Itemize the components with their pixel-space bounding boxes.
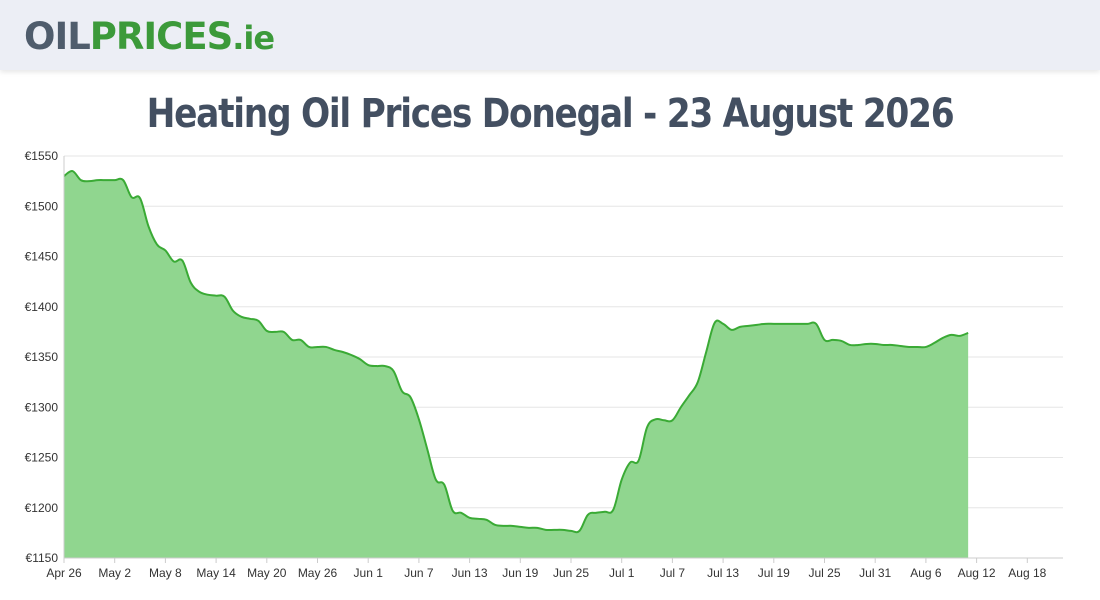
- y-tick-label: €1250: [25, 451, 59, 465]
- x-tick-label: May 14: [196, 566, 236, 580]
- price-line: [63, 170, 969, 534]
- price-area: [64, 170, 969, 558]
- site-logo[interactable]: OILPRICES.ie: [24, 15, 275, 60]
- x-tick-label: May 2: [98, 566, 131, 580]
- x-tick-label: Jul 25: [808, 566, 840, 580]
- x-tick-label: Jul 13: [707, 566, 739, 580]
- x-tick-label: Jun 1: [354, 566, 384, 580]
- logo-ie-text: .ie: [232, 19, 275, 57]
- y-tick-label: €1500: [25, 199, 59, 213]
- x-tick-label: May 8: [149, 566, 182, 580]
- x-tick-label: Aug 12: [958, 566, 996, 580]
- x-tick-label: May 26: [298, 566, 338, 580]
- page-title: Heating Oil Prices Donegal - 23 August 2…: [146, 91, 955, 137]
- x-tick-label: Jul 1: [609, 566, 635, 580]
- x-tick-label: Jun 19: [502, 566, 538, 580]
- x-tick-label: May 20: [247, 566, 287, 580]
- x-tick-label: Jul 19: [758, 566, 790, 580]
- logo-prices-text: PRICES: [89, 15, 233, 58]
- y-tick-label: €1300: [25, 400, 59, 414]
- x-tick-label: Jul 31: [859, 566, 891, 580]
- y-tick-label: €1150: [26, 551, 59, 565]
- site-header: OILPRICES.ie: [0, 0, 1100, 70]
- x-tick-label: Apr 26: [46, 566, 82, 580]
- x-tick-label: Aug 6: [910, 566, 942, 580]
- y-tick-label: €1400: [25, 300, 59, 314]
- x-tick-label: Jun 25: [553, 566, 589, 580]
- x-tick-label: Jul 7: [660, 566, 686, 580]
- price-chart: €1150 €1200 €1250 €1300 €1350 €1400 €1450 €1500…: [25, 149, 1063, 580]
- y-tick-label: €1200: [25, 501, 59, 515]
- y-tick-label: €1550: [25, 149, 59, 163]
- y-tick-label: €1350: [25, 350, 59, 364]
- x-tick-label: Aug 18: [1008, 566, 1046, 580]
- logo-oil-text: OIL: [24, 15, 91, 58]
- x-tick-label: Jun 7: [404, 566, 434, 580]
- x-tick-label: Jun 13: [452, 566, 488, 580]
- y-tick-label: €1450: [25, 250, 59, 264]
